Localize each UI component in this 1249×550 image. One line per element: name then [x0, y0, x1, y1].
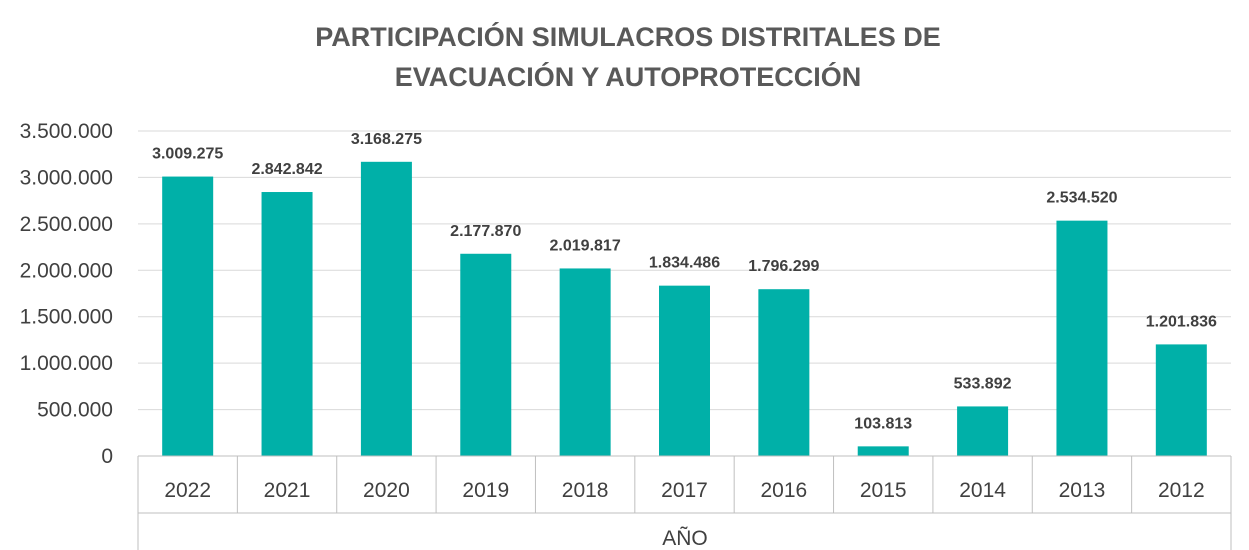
x-axis-ticks: 2022 2021 2020 2019 2018 2017 2016 2015 2014 2013…	[164, 479, 1204, 502]
data-label-2017: 1.834.486	[649, 255, 720, 272]
data-labels: 3.009.275 2.842.842 3.168.275 2.177.870 2.01…	[152, 131, 1217, 433]
bar-2012	[1155, 344, 1207, 456]
y-tick-label: 1.000.000	[20, 352, 113, 375]
x-tick-label-2017: 2017	[661, 479, 708, 502]
data-label-2019: 2.177.870	[450, 223, 521, 240]
x-tick-label-2015: 2015	[860, 479, 907, 502]
data-label-2022: 3.009.275	[152, 146, 223, 163]
bar-2013	[1056, 220, 1108, 456]
y-tick-label: 2.500.000	[20, 213, 113, 236]
bar-2021	[261, 192, 313, 456]
y-tick-label: 3.500.000	[20, 120, 113, 143]
x-axis-title: AÑO	[662, 526, 708, 550]
y-tick-label: 3.000.000	[20, 166, 113, 189]
data-label-2015: 103.813	[854, 415, 912, 432]
x-tick-label-2012: 2012	[1158, 479, 1205, 502]
y-tick-label: 0	[101, 445, 113, 468]
data-label-2018: 2.019.817	[550, 237, 621, 254]
data-label-2013: 2.534.520	[1046, 190, 1117, 207]
x-tick-label-2016: 2016	[761, 479, 808, 502]
bar-2015	[857, 446, 909, 456]
x-tick-label-2019: 2019	[462, 479, 509, 502]
x-tick-label-2013: 2013	[1059, 479, 1106, 502]
x-tick-label-2018: 2018	[562, 479, 609, 502]
y-axis-ticks: 0 500.000 1.000.000 1.500.000 2.000.000 2.500…	[20, 120, 113, 468]
chart-title: PARTICIPACIÓN SIMULACROS DISTRITALES DE …	[315, 21, 941, 92]
y-tick-label: 2.000.000	[20, 259, 113, 282]
data-label-2021: 2.842.842	[251, 161, 322, 178]
bar-2018	[559, 268, 611, 456]
data-label-2020: 3.168.275	[351, 131, 422, 148]
y-tick-label: 1.500.000	[20, 306, 113, 329]
x-axis	[137, 455, 1232, 550]
y-tick-label: 500.000	[37, 399, 113, 422]
x-tick-label-2022: 2022	[164, 479, 211, 502]
chart-title-line-2: EVACUACIÓN Y AUTOPROTECCIÓN	[395, 61, 862, 92]
x-tick-label-2014: 2014	[959, 479, 1006, 502]
data-label-2016: 1.796.299	[748, 258, 819, 275]
data-label-2012: 1.201.836	[1146, 313, 1217, 330]
x-tick-label-2020: 2020	[363, 479, 410, 502]
bar-2017	[659, 285, 710, 456]
bar-2019	[460, 253, 512, 456]
data-label-2014: 533.892	[954, 375, 1012, 392]
bar-2014	[957, 406, 1009, 456]
bar-2016	[758, 289, 810, 456]
x-tick-label-2021: 2021	[264, 479, 311, 502]
bar-2020	[360, 161, 412, 456]
bar-2022	[162, 176, 214, 456]
bars	[162, 161, 1207, 456]
chart-title-line-1: PARTICIPACIÓN SIMULACROS DISTRITALES DE	[315, 21, 941, 52]
